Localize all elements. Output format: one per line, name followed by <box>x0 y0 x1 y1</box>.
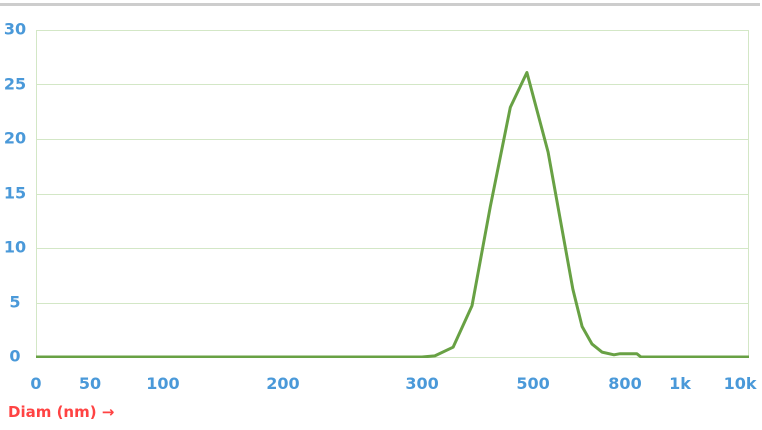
y-tick-label: 30 <box>3 19 27 39</box>
x-tick-label: 1k <box>669 374 691 393</box>
top-divider-rule <box>0 3 760 6</box>
x-tick-label: 300 <box>405 374 439 393</box>
y-tick-label: 10 <box>3 237 27 257</box>
x-tick-label: 10k <box>723 374 757 393</box>
x-tick-label: 50 <box>78 374 102 393</box>
distribution-line <box>36 71 749 358</box>
x-tick-label: 200 <box>266 374 300 393</box>
plot-area <box>36 30 749 358</box>
y-tick-label: 0 <box>9 346 21 366</box>
y-tick-label: 15 <box>3 183 27 203</box>
x-tick-label: 500 <box>516 374 550 393</box>
x-tick-label: 0 <box>30 374 42 393</box>
y-tick-label: 25 <box>3 74 27 94</box>
x-tick-label: 800 <box>608 374 642 393</box>
x-axis-title: Diam (nm) → <box>8 403 115 421</box>
y-tick-label: 20 <box>3 128 27 148</box>
x-tick-label: 100 <box>146 374 180 393</box>
y-tick-label: 5 <box>9 292 21 312</box>
